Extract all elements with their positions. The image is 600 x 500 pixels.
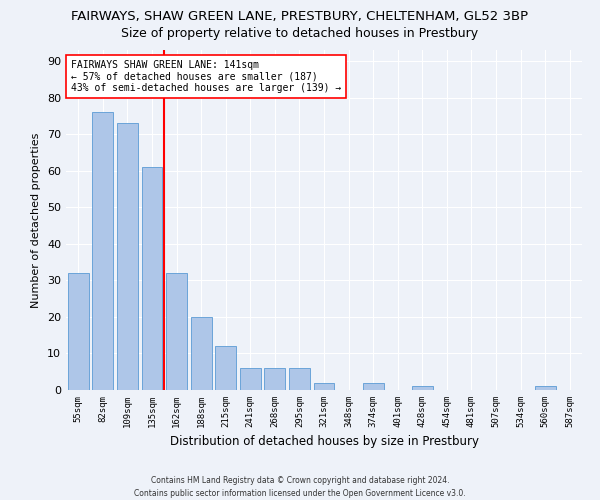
Text: FAIRWAYS, SHAW GREEN LANE, PRESTBURY, CHELTENHAM, GL52 3BP: FAIRWAYS, SHAW GREEN LANE, PRESTBURY, CH… xyxy=(71,10,529,23)
Bar xyxy=(412,386,433,390)
Bar xyxy=(117,123,138,390)
X-axis label: Distribution of detached houses by size in Prestbury: Distribution of detached houses by size … xyxy=(170,436,479,448)
Bar xyxy=(191,317,212,390)
Bar xyxy=(215,346,236,390)
Bar xyxy=(362,382,383,390)
Bar xyxy=(166,273,187,390)
Bar xyxy=(265,368,286,390)
Bar xyxy=(314,382,334,390)
Bar xyxy=(92,112,113,390)
Text: FAIRWAYS SHAW GREEN LANE: 141sqm
← 57% of detached houses are smaller (187)
43% : FAIRWAYS SHAW GREEN LANE: 141sqm ← 57% o… xyxy=(71,60,341,94)
Y-axis label: Number of detached properties: Number of detached properties xyxy=(31,132,41,308)
Text: Size of property relative to detached houses in Prestbury: Size of property relative to detached ho… xyxy=(121,28,479,40)
Bar xyxy=(289,368,310,390)
Text: Contains HM Land Registry data © Crown copyright and database right 2024.
Contai: Contains HM Land Registry data © Crown c… xyxy=(134,476,466,498)
Bar xyxy=(535,386,556,390)
Bar xyxy=(68,273,89,390)
Bar xyxy=(240,368,261,390)
Bar xyxy=(142,167,163,390)
